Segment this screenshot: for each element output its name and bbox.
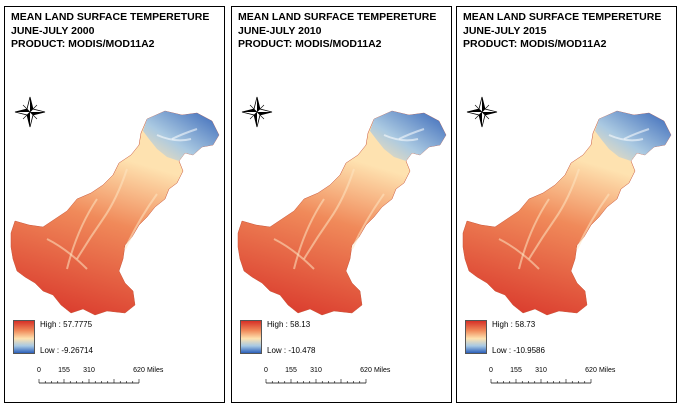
map-panel-2015: MEAN LAND SURFACE TEMPERETURE JUNE-JULY … — [456, 6, 677, 403]
scale-bar-line — [38, 379, 140, 384]
legend-high-label: High : 58.13 — [267, 320, 311, 329]
land-surface-temperature-map — [462, 110, 672, 316]
scale-tick-label: 310 — [83, 367, 95, 374]
scale-tick-label: 0 — [489, 367, 493, 374]
scale-units-label: Miles — [374, 367, 391, 374]
scale-tick-label: 620 — [585, 367, 597, 374]
legend-low-label: Low : -10.478 — [267, 346, 316, 355]
scale-tick-label: 155 — [510, 367, 522, 374]
scale-bar: 0 155 310 620 Miles — [252, 367, 442, 399]
map-title: MEAN LAND SURFACE TEMPERETURE JUNE-JULY … — [238, 11, 437, 50]
legend-color-ramp — [240, 320, 262, 354]
map-title: MEAN LAND SURFACE TEMPERETURE JUNE-JULY … — [11, 11, 210, 50]
legend-color-ramp — [13, 320, 35, 354]
scale-tick-label: 155 — [285, 367, 297, 374]
scale-units-label: Miles — [147, 367, 164, 374]
scale-tick-label: 310 — [535, 367, 547, 374]
scale-tick-label: 0 — [264, 367, 268, 374]
legend-color-ramp — [465, 320, 487, 354]
scale-bar: 0 155 310 620 Miles — [25, 367, 215, 399]
scale-tick-label: 0 — [37, 367, 41, 374]
scale-units-label: Miles — [599, 367, 616, 374]
legend-high-label: High : 57.7775 — [40, 320, 93, 329]
legend-low-label: Low : -9.26714 — [40, 346, 93, 355]
land-surface-temperature-map — [10, 110, 220, 316]
north-arrow-icon — [241, 96, 273, 128]
legend-high-label: High : 58.73 — [492, 320, 536, 329]
scale-tick-label: 155 — [58, 367, 70, 374]
map-title: MEAN LAND SURFACE TEMPERETURE JUNE-JULY … — [463, 11, 662, 50]
scale-bar-line — [490, 379, 592, 384]
land-surface-temperature-map — [237, 110, 447, 316]
legend-low-label: Low : -10.9586 — [492, 346, 545, 355]
legend: High : 58.73 Low : -10.9586 — [465, 320, 665, 360]
scale-tick-label: 620 — [133, 367, 145, 374]
map-panel-2010: MEAN LAND SURFACE TEMPERETURE JUNE-JULY … — [231, 6, 452, 403]
legend: High : 58.13 Low : -10.478 — [240, 320, 440, 360]
scale-bar: 0 155 310 620 Miles — [477, 367, 667, 399]
north-arrow-icon — [14, 96, 46, 128]
north-arrow-icon — [466, 96, 498, 128]
scale-tick-label: 310 — [310, 367, 322, 374]
scale-bar-line — [265, 379, 367, 384]
legend: High : 57.7775 Low : -9.26714 — [13, 320, 213, 360]
scale-tick-label: 620 — [360, 367, 372, 374]
map-panel-2000: MEAN LAND SURFACE TEMPERETURE JUNE-JULY … — [4, 6, 225, 403]
